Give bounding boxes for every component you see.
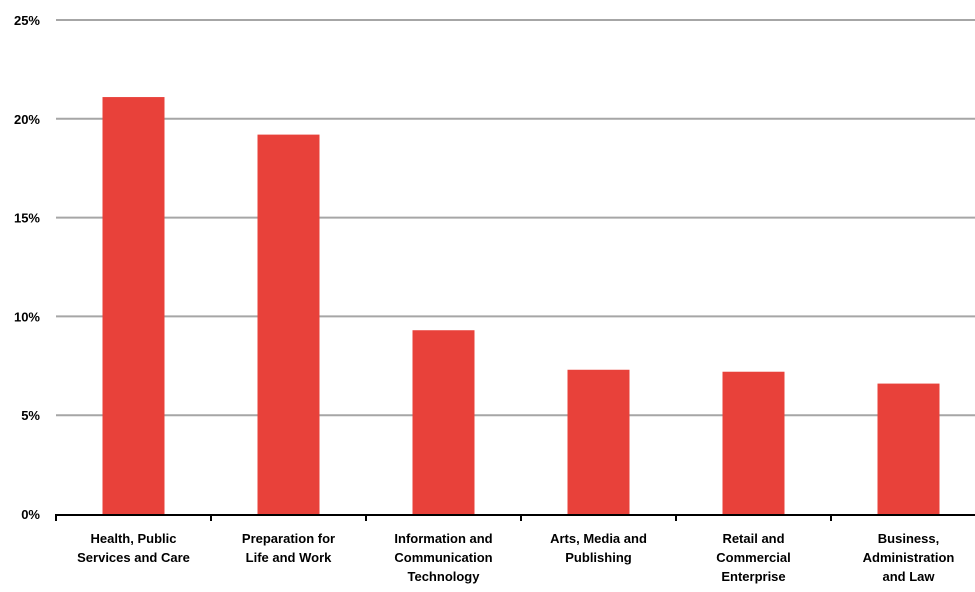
bar-3 [567, 369, 630, 514]
bar-2 [412, 330, 475, 514]
x-category-label-line: Enterprise [721, 569, 785, 584]
x-category-label: Business, Administration and Law [863, 531, 955, 584]
x-category-label-line: Arts, Media and [550, 531, 647, 546]
gridlines [56, 19, 975, 417]
y-axis-tick-labels: 0% 5% 10% 15% 20% 25% [14, 13, 40, 522]
y-tick-label: 5% [21, 408, 40, 423]
bar-0 [102, 97, 165, 515]
y-tick-label: 20% [14, 112, 40, 127]
x-category-label: Arts, Media and Publishing [550, 531, 647, 565]
bar-4 [722, 371, 785, 514]
bars [102, 97, 940, 515]
x-category-label-line: Publishing [565, 550, 632, 565]
x-category-label-line: and Law [882, 569, 935, 584]
x-category-label-line: Technology [408, 569, 481, 584]
x-category-label-line: Services and Care [77, 550, 190, 565]
bar-5 [877, 383, 940, 514]
x-category-label-line: Communication [394, 550, 492, 565]
x-category-label: Information and Communication Technology [394, 531, 492, 584]
bar-1 [257, 134, 320, 514]
x-category-label: Health, Public Services and Care [77, 531, 190, 565]
x-category-label-line: Administration [863, 550, 955, 565]
x-category-label-line: Health, Public [91, 531, 177, 546]
x-category-label-line: Life and Work [246, 550, 332, 565]
x-category-label-line: Commercial [716, 550, 790, 565]
y-tick-label: 25% [14, 13, 40, 28]
x-category-label: Preparation for Life and Work [242, 531, 335, 565]
x-category-label-line: Business, [878, 531, 939, 546]
y-tick-label: 15% [14, 211, 40, 226]
x-category-label-line: Preparation for [242, 531, 335, 546]
x-category-label-line: Retail and [722, 531, 784, 546]
y-tick-label: 10% [14, 309, 40, 324]
x-axis-category-labels: Health, Public Services and Care Preparati… [77, 531, 954, 584]
x-category-label: Retail and Commercial Enterprise [716, 531, 790, 584]
x-axis [55, 514, 975, 521]
x-category-label-line: Information and [394, 531, 492, 546]
y-tick-label: 0% [21, 507, 40, 522]
